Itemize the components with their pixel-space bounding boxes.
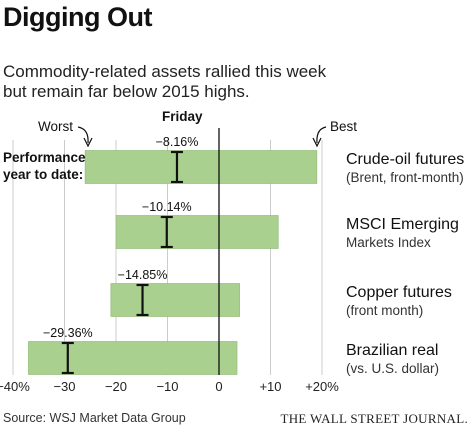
category-sub: (front month): [346, 303, 423, 318]
range-bar: [84, 150, 318, 184]
x-axis-ticks: −40% −30 −20 −10 0 +10 +20%: [0, 379, 339, 394]
category-name: MSCI Emerging: [346, 216, 459, 233]
x-tick-label: 0: [215, 379, 222, 394]
x-tick-label: −40%: [0, 379, 30, 394]
x-tick-label: +10: [259, 379, 281, 394]
category-sub: (Brent, front-month): [346, 170, 464, 185]
ytd-value-label: −10.14%: [142, 200, 192, 214]
category-labels: Crude-oil futures (Brent, front-month) MSC…: [346, 151, 464, 376]
legend: Worst Best Friday Performance year to date:: [3, 109, 357, 182]
category-sub: Markets Index: [346, 235, 431, 250]
x-tick-label: −10: [156, 379, 178, 394]
category-name: Brazilian real: [346, 342, 438, 359]
category-sub: (vs. U.S. dollar): [346, 361, 439, 376]
legend-worst-label: Worst: [38, 119, 73, 134]
ytd-value-label: −8.16%: [156, 135, 199, 149]
ytd-markers: [61, 150, 183, 375]
category-name: Copper futures: [346, 284, 452, 301]
legend-friday-label: Friday: [162, 109, 203, 124]
best-arrowhead-icon: [312, 137, 322, 148]
chart-title: Digging Out: [3, 2, 152, 32]
publisher-logo: THE WALL STREET JOURNAL.: [280, 411, 468, 426]
ytd-value-label: −14.85%: [118, 268, 168, 282]
x-tick-label: +20%: [305, 379, 339, 394]
value-labels: −8.16% −10.14% −14.85% −29.36%: [43, 135, 198, 340]
x-tick-label: −20: [105, 379, 127, 394]
range-bar: [28, 341, 238, 375]
category-name: Crude-oil futures: [346, 151, 464, 168]
worst-arrow-icon: [77, 126, 89, 144]
legend-performance-label: Performance: [3, 150, 86, 165]
range-bars: [28, 150, 318, 375]
worst-arrowhead-icon: [83, 137, 93, 148]
source-note: Source: WSJ Market Data Group: [3, 411, 186, 425]
legend-best-label: Best: [330, 119, 357, 134]
x-tick-label: −30: [53, 379, 75, 394]
best-arrow-icon: [316, 126, 327, 144]
range-bar: [115, 215, 279, 249]
legend-ytd-label: year to date:: [3, 167, 83, 182]
ytd-value-label: −29.36%: [43, 326, 93, 340]
chart-subtitle: Commodity-related assets rallied this we…: [3, 62, 327, 101]
range-bar: [110, 283, 240, 317]
